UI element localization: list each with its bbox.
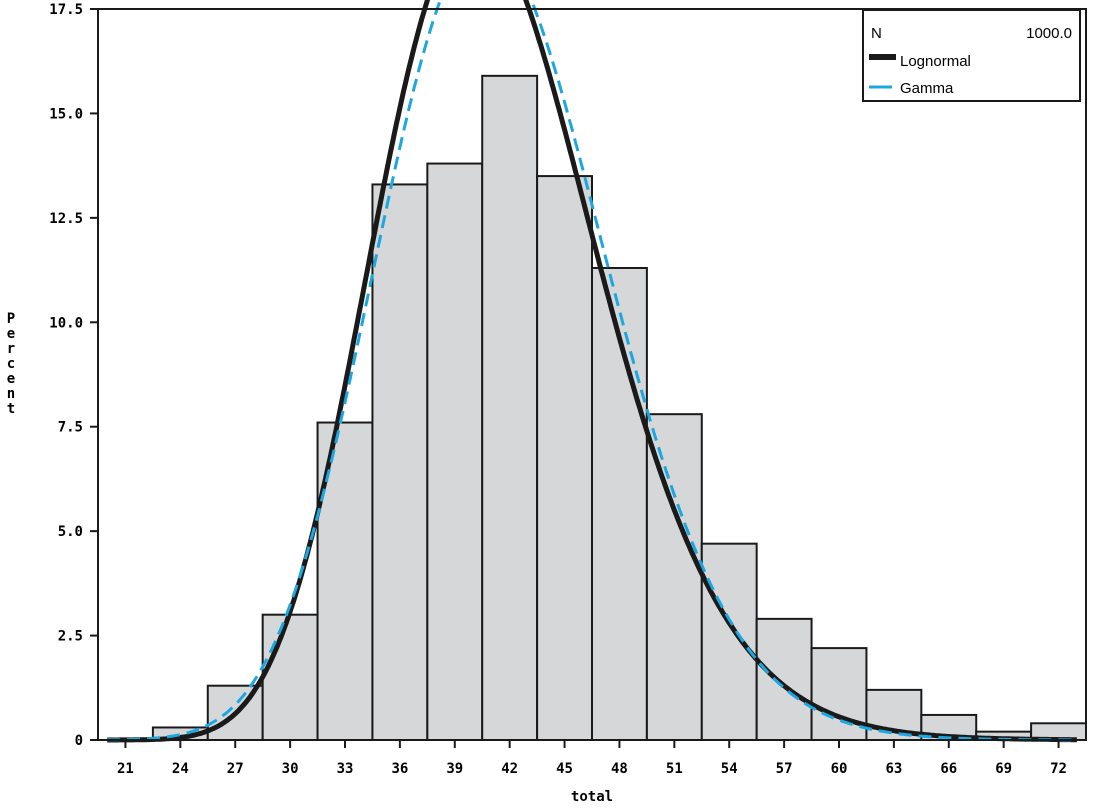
legend-n-label: N: [871, 25, 882, 42]
x-tick-label: 57: [776, 761, 793, 777]
histogram-bar: [700, 542, 758, 741]
gamma-curve: [107, 0, 1077, 742]
x-tick-label: 24: [172, 761, 189, 777]
y-axis-title-letter: n: [7, 386, 15, 402]
x-tick-label: 39: [446, 761, 463, 777]
bars-layer: [151, 74, 1087, 742]
y-tick-label: 2.5: [58, 629, 83, 645]
histogram-bar: [371, 183, 429, 741]
x-tick-label: 30: [282, 761, 299, 777]
y-tick-label: 17.5: [49, 2, 83, 18]
x-tick-label: 45: [556, 761, 573, 777]
y-tick-label: 15.0: [49, 106, 83, 122]
y-axis-title-letter: r: [7, 341, 15, 357]
y-tick-label: 0: [75, 733, 83, 749]
x-tick-label: 54: [721, 761, 738, 777]
y-axis-title-letter: e: [7, 326, 15, 342]
legend-box: [862, 9, 1081, 102]
y-axis-title-letter: P: [7, 311, 15, 327]
histogram-bar: [536, 175, 593, 742]
x-tick-label: 63: [885, 761, 902, 777]
y-axis: 0 2.5 5.0 7.5 10.0 12.5 15.0 17.5: [49, 2, 98, 749]
plot-frame: [97, 8, 1087, 741]
x-tick-label: 36: [391, 761, 408, 777]
x-tick-label: 48: [611, 761, 628, 777]
histogram-bar: [261, 613, 319, 742]
histogram-bar: [755, 617, 813, 741]
y-tick-label: 12.5: [49, 211, 83, 227]
lognormal-curve: [106, 0, 1078, 743]
y-tick-label: 7.5: [58, 420, 83, 436]
x-axis-title: total: [571, 789, 613, 805]
histogram-bar: [316, 421, 374, 741]
histogram-bar: [810, 647, 868, 741]
legend-n-value: 1000.0: [1026, 25, 1072, 42]
x-tick-label: 60: [831, 761, 848, 777]
curves-layer: [106, 0, 1078, 743]
legend-label-lognormal: Lognormal: [900, 53, 971, 70]
x-tick-label: 33: [337, 761, 354, 777]
x-tick-label: 21: [117, 761, 134, 777]
legend-label-gamma: Gamma: [900, 80, 954, 97]
histogram-bar: [481, 74, 539, 741]
x-tick-label: 42: [501, 761, 518, 777]
x-axis: 21 24 27 30 33 36 39 42 45 48 51 54 57 60 63 66 69 72: [117, 740, 1067, 777]
x-tick-label: 66: [940, 761, 957, 777]
x-tick-label: 27: [227, 761, 244, 777]
x-tick-label: 69: [995, 761, 1012, 777]
x-tick-label: 51: [666, 761, 683, 777]
x-tick-label: 72: [1050, 761, 1067, 777]
legend: N 1000.0 Lognormal Gamma: [862, 9, 1081, 102]
y-tick-label: 10.0: [49, 315, 83, 331]
y-tick-label: 5.0: [58, 524, 83, 540]
y-axis-title-letter: c: [7, 356, 15, 372]
y-axis-title-letter: e: [7, 371, 15, 387]
histogram-bar: [426, 162, 484, 742]
y-axis-title-letter: t: [7, 401, 15, 417]
